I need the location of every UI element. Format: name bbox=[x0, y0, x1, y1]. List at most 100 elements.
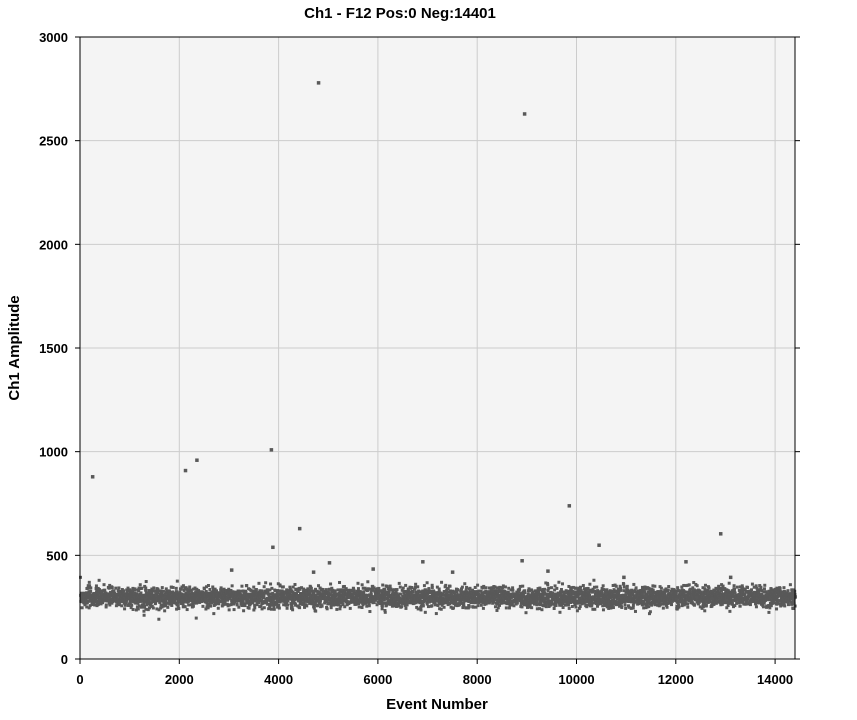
data-point bbox=[114, 592, 118, 596]
data-point bbox=[214, 591, 218, 595]
data-point bbox=[493, 585, 497, 589]
data-point bbox=[94, 596, 98, 600]
data-point bbox=[590, 590, 594, 594]
data-point bbox=[146, 595, 150, 599]
data-point bbox=[207, 604, 211, 608]
data-point bbox=[495, 608, 499, 612]
data-point bbox=[396, 597, 400, 601]
data-point bbox=[344, 587, 348, 591]
data-point bbox=[187, 603, 191, 607]
data-point bbox=[469, 591, 473, 595]
data-point bbox=[131, 589, 135, 593]
data-point bbox=[117, 586, 121, 590]
data-point bbox=[777, 599, 781, 603]
data-point bbox=[611, 606, 615, 610]
data-point bbox=[754, 584, 758, 588]
data-point bbox=[775, 607, 779, 611]
data-point bbox=[754, 602, 758, 606]
data-point bbox=[151, 606, 155, 610]
data-point bbox=[320, 604, 324, 608]
data-point bbox=[767, 589, 771, 593]
data-point bbox=[381, 583, 385, 587]
data-point bbox=[700, 606, 704, 610]
data-point bbox=[731, 598, 735, 602]
data-point bbox=[461, 606, 465, 610]
data-point bbox=[624, 593, 628, 597]
data-point bbox=[285, 606, 289, 610]
data-point bbox=[108, 583, 112, 587]
data-point bbox=[520, 597, 524, 601]
data-point bbox=[329, 600, 333, 604]
data-point bbox=[125, 590, 129, 594]
data-point bbox=[766, 598, 770, 602]
data-point bbox=[615, 603, 619, 607]
outlier-point bbox=[311, 570, 316, 574]
data-point bbox=[647, 612, 651, 616]
data-point bbox=[686, 602, 690, 606]
data-point bbox=[677, 596, 681, 600]
data-point bbox=[652, 597, 656, 601]
data-point bbox=[686, 605, 690, 609]
data-point bbox=[421, 589, 425, 593]
data-point bbox=[205, 598, 209, 602]
data-point bbox=[717, 584, 721, 588]
data-point bbox=[517, 590, 521, 594]
data-point bbox=[230, 584, 234, 588]
data-point bbox=[255, 603, 259, 607]
data-point bbox=[428, 594, 432, 598]
data-point bbox=[382, 598, 386, 602]
data-point bbox=[359, 595, 363, 599]
data-point bbox=[619, 586, 623, 590]
data-point bbox=[260, 589, 264, 593]
data-point bbox=[365, 589, 369, 593]
data-point bbox=[629, 590, 633, 594]
data-point bbox=[617, 592, 621, 596]
data-point bbox=[375, 593, 379, 597]
data-point bbox=[247, 599, 251, 603]
data-point bbox=[581, 584, 585, 588]
data-point bbox=[770, 594, 774, 598]
data-point bbox=[448, 584, 452, 588]
data-point bbox=[502, 601, 506, 605]
data-point bbox=[562, 592, 566, 596]
data-point bbox=[415, 605, 419, 609]
data-point bbox=[450, 601, 454, 605]
data-point bbox=[778, 587, 782, 591]
data-point bbox=[553, 584, 557, 588]
data-point bbox=[706, 588, 710, 592]
data-point bbox=[483, 595, 487, 599]
outlier-point bbox=[421, 560, 425, 564]
data-point bbox=[515, 601, 519, 605]
data-point bbox=[331, 588, 335, 592]
data-point bbox=[268, 605, 272, 609]
data-point bbox=[472, 597, 476, 601]
data-point bbox=[605, 590, 609, 594]
data-point bbox=[570, 605, 574, 609]
data-point bbox=[660, 599, 664, 603]
data-point bbox=[542, 598, 546, 602]
data-point bbox=[264, 581, 268, 585]
data-point bbox=[360, 583, 364, 587]
data-point bbox=[284, 601, 288, 605]
data-point bbox=[304, 597, 308, 601]
data-point bbox=[458, 593, 462, 597]
outlier-point bbox=[520, 559, 524, 563]
data-point bbox=[737, 588, 741, 592]
data-point bbox=[209, 599, 213, 603]
data-point bbox=[221, 597, 225, 601]
x-tick-label: 0 bbox=[76, 672, 83, 687]
data-point bbox=[420, 592, 424, 596]
data-point bbox=[404, 600, 408, 604]
data-point bbox=[241, 589, 245, 593]
data-point bbox=[633, 588, 637, 592]
data-point bbox=[342, 584, 346, 588]
data-point bbox=[632, 582, 636, 586]
data-point bbox=[648, 610, 652, 614]
data-point bbox=[138, 583, 142, 587]
data-point bbox=[475, 590, 479, 594]
data-point bbox=[625, 584, 629, 588]
data-point bbox=[783, 604, 787, 608]
data-point bbox=[418, 597, 422, 601]
data-point bbox=[303, 605, 307, 609]
data-point bbox=[682, 592, 686, 596]
